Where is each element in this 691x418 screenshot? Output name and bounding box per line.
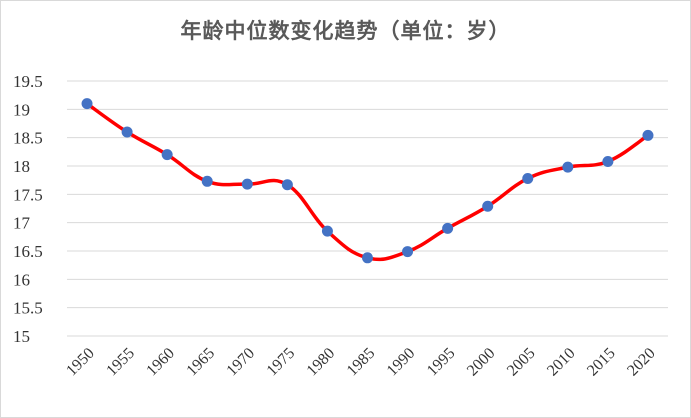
y-tick-label: 15 bbox=[13, 327, 30, 346]
data-point bbox=[602, 155, 614, 167]
data-point bbox=[81, 98, 93, 110]
x-tick-label: 2015 bbox=[584, 345, 619, 380]
y-tick-label: 16.5 bbox=[13, 242, 43, 261]
x-axis-ticks: 1950 1955 1960 1965 1970 1975 1980 1985 1990 1995… bbox=[63, 345, 659, 380]
y-tick-label: 17 bbox=[13, 214, 31, 233]
data-point bbox=[241, 178, 253, 190]
x-tick-label: 1950 bbox=[63, 345, 98, 380]
y-tick-label: 18.5 bbox=[13, 129, 43, 148]
data-point bbox=[201, 175, 213, 187]
data-point bbox=[522, 172, 534, 184]
series-line-layer bbox=[85, 101, 650, 262]
x-tick-label: 1995 bbox=[424, 345, 459, 380]
x-tick-label: 1960 bbox=[143, 345, 178, 380]
x-tick-label: 2020 bbox=[624, 345, 659, 380]
gridlines bbox=[67, 80, 668, 337]
x-tick-label: 1965 bbox=[183, 345, 218, 380]
y-tick-label: 17.5 bbox=[13, 185, 43, 204]
data-point bbox=[362, 252, 373, 264]
data-point bbox=[482, 200, 494, 212]
x-tick-label: 1985 bbox=[344, 345, 379, 380]
series-line bbox=[85, 101, 650, 262]
data-point bbox=[321, 225, 333, 237]
x-tick-label: 1970 bbox=[223, 345, 258, 380]
x-tick-label: 2000 bbox=[464, 345, 499, 380]
data-point bbox=[642, 129, 654, 141]
y-tick-label: 16 bbox=[13, 270, 30, 289]
y-tick-label: 18 bbox=[13, 157, 30, 176]
data-point bbox=[442, 222, 454, 234]
y-tick-label: 15.5 bbox=[13, 299, 43, 318]
data-points bbox=[81, 98, 654, 264]
data-point bbox=[281, 179, 293, 191]
x-tick-label: 1980 bbox=[304, 345, 339, 380]
x-tick-label: 2010 bbox=[544, 345, 579, 380]
x-tick-label: 2005 bbox=[504, 345, 539, 380]
y-tick-label: 19 bbox=[13, 100, 30, 119]
y-tick-label: 19.5 bbox=[13, 72, 43, 91]
data-point bbox=[402, 246, 414, 258]
data-point bbox=[562, 161, 574, 173]
chart-title: 年龄中位数变化趋势（单位：岁） bbox=[180, 19, 511, 43]
data-point bbox=[161, 149, 173, 161]
data-point bbox=[121, 126, 133, 138]
y-axis-ticks: 15 15.5 16 16.5 17 17.5 18 18.5 19 19.5 bbox=[13, 72, 43, 346]
x-tick-label: 1975 bbox=[264, 345, 299, 380]
x-tick-label: 1955 bbox=[103, 345, 138, 380]
x-tick-label: 1990 bbox=[384, 345, 419, 380]
